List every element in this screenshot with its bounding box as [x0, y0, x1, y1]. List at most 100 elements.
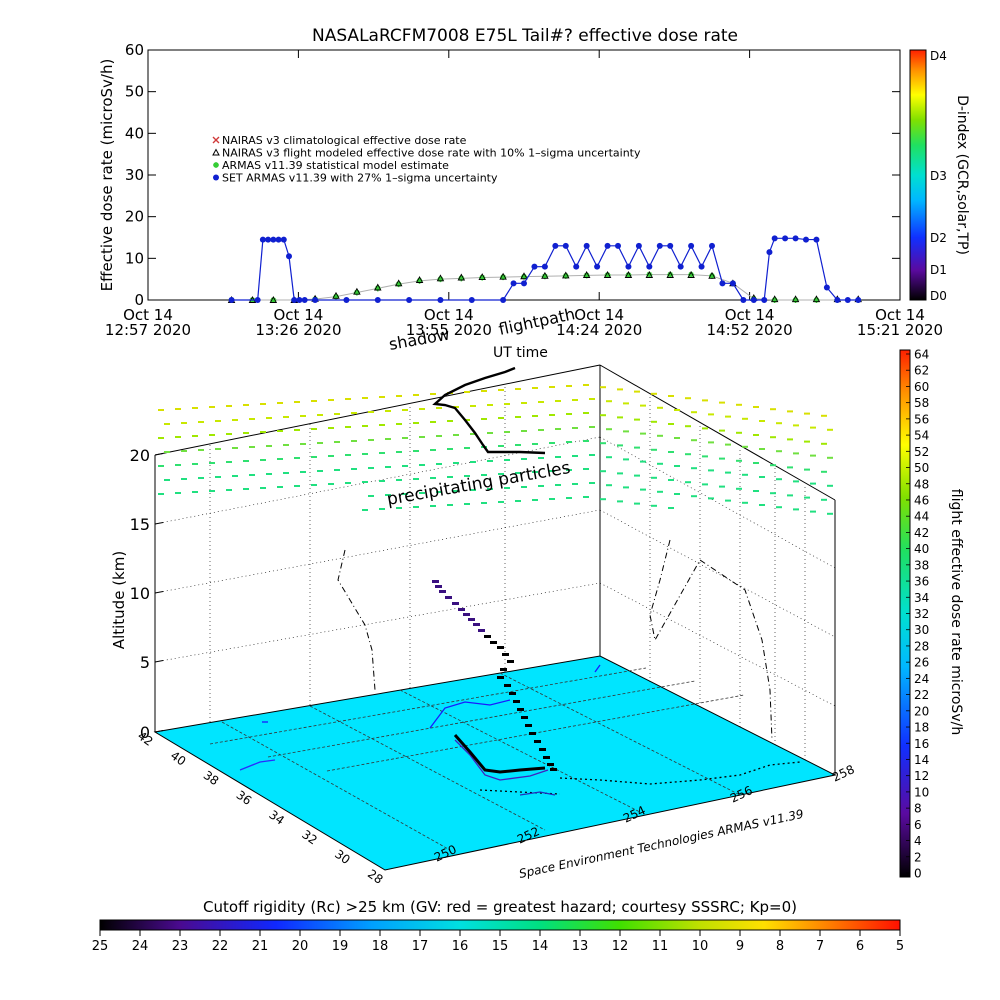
bottom-3d-chart: shadow flightpath UT time precipitating … — [110, 304, 964, 887]
data-point-set-armas — [562, 242, 569, 249]
dose-tick-label: 26 — [914, 656, 929, 670]
dose-tick-label: 18 — [914, 721, 929, 735]
data-point-nairas-flight — [436, 274, 445, 282]
z-tick-mark — [154, 522, 164, 525]
data-point-set-armas — [656, 242, 663, 249]
data-point-nairas-flight — [457, 273, 466, 281]
x-tick-label-date: Oct 14 — [274, 306, 324, 324]
data-point-nairas-flight — [562, 271, 570, 279]
data-point-armas-stat — [688, 271, 695, 278]
flightpath-marker — [517, 708, 524, 711]
flightpath-marker — [543, 756, 550, 759]
data-point-set-armas — [343, 297, 350, 303]
longitude-tick-label: 258 — [830, 762, 857, 784]
data-point-nairas-flight — [353, 287, 361, 295]
shadow-projection-right — [649, 539, 773, 741]
flightpath-marker — [539, 748, 546, 751]
data-point-nairas-flight — [645, 271, 654, 278]
data-point-set-armas — [844, 297, 851, 303]
z-tick-mark — [154, 591, 164, 594]
data-point-set-armas — [296, 297, 303, 303]
z-tick-label: 0 — [140, 723, 150, 742]
flightpath-marker — [513, 700, 520, 703]
data-point-nairas-flight — [499, 272, 507, 280]
data-point-set-armas — [625, 263, 632, 270]
cutoff-tick-label: 21 — [252, 939, 269, 954]
data-point-set-armas — [406, 297, 413, 303]
dose-tick-label: 36 — [914, 575, 929, 589]
dose-tick-label: 6 — [914, 818, 922, 832]
legend-label: ARMAS v11.39 statistical model estimate — [222, 159, 449, 172]
data-point-set-armas — [270, 236, 277, 243]
top-series — [227, 235, 862, 303]
data-point-set-armas — [719, 280, 726, 287]
flightpath-marker — [521, 716, 528, 719]
flightpath-marker — [473, 623, 480, 626]
z-tick-label: 10 — [130, 584, 150, 603]
altitude-axis-label: Altitude (km) — [110, 551, 128, 649]
data-point-set-armas — [698, 263, 705, 270]
x-tick-label-date: Oct 14 — [424, 306, 474, 324]
data-point-set-armas — [782, 235, 789, 242]
latitude-tick-label: 42 — [135, 729, 156, 749]
dindex-colorbar — [909, 49, 927, 301]
dose-tick-label: 62 — [914, 364, 929, 378]
data-point-nairas-flight — [520, 272, 528, 280]
dindex-tick-label: D0 — [930, 289, 947, 303]
data-point-nairas-flight — [624, 271, 633, 278]
data-point-set-armas — [729, 280, 736, 287]
flightpath-marker — [504, 684, 511, 687]
data-point-set-armas — [291, 297, 298, 303]
dindex-ticks: D4 D3 D2 D1 D0 — [930, 49, 947, 303]
cutoff-tick-label: 9 — [736, 939, 744, 954]
top-chart-title: NASALaRCFM7008 E75L Tail#? effective dos… — [312, 26, 738, 46]
upper-flightpath — [432, 366, 546, 455]
data-point-set-armas — [813, 236, 820, 243]
data-point-set-armas — [510, 280, 517, 287]
data-point-set-armas — [740, 297, 747, 303]
cutoff-rigidity-bar: Cutoff rigidity (Rc) >25 km (GV: red = g… — [92, 898, 904, 954]
flightpath-marker — [452, 602, 459, 605]
z-tick-mark — [154, 453, 164, 456]
latitude-tick-label: 38 — [201, 768, 222, 788]
altitude-ticks: 0 5 10 15 20 — [130, 446, 164, 742]
top-y-ticks: 0 10 20 30 40 50 60 — [125, 41, 900, 309]
data-point-set-armas — [228, 297, 235, 303]
y-tick-label: 50 — [125, 83, 144, 101]
data-point-armas-stat — [667, 271, 674, 278]
top-legend: NAIRAS v3 climatological effective dose … — [212, 134, 641, 185]
x-tick-label-time: 13:26 2020 — [255, 321, 341, 339]
latitude-tick-label: 36 — [234, 788, 255, 808]
data-point-set-armas — [688, 242, 695, 249]
data-point-nairas-flight — [791, 295, 800, 303]
dindex-tick-label: D4 — [930, 49, 947, 63]
latitude-tick-label: 34 — [266, 807, 287, 827]
flightpath-marker — [550, 768, 557, 771]
flightpath-marker — [502, 653, 509, 656]
dose-tick-label: 0 — [914, 867, 922, 881]
y-tick-label: 30 — [125, 166, 144, 184]
data-point-set-armas — [750, 297, 757, 303]
data-point-armas-stat — [270, 297, 277, 303]
data-point-armas-stat — [395, 281, 402, 288]
dose-tick-label: 40 — [914, 542, 929, 556]
data-point-set-armas — [301, 297, 308, 303]
dose-tick-label: 10 — [914, 785, 929, 799]
dose-tick-label: 60 — [914, 380, 929, 394]
data-point-set-armas — [552, 242, 559, 249]
data-point-armas-stat — [709, 272, 715, 279]
dose-colorbar-ticks: 6462605856545250484644424038363432302826… — [906, 348, 929, 881]
dose-tick-label: 54 — [914, 429, 929, 443]
top-y-axis-label: Effective dose rate (microSv/h) — [98, 59, 116, 292]
flightpath-ground-segment — [453, 734, 546, 774]
data-point-nairas-flight — [478, 273, 486, 281]
annotation-ut-time: UT time — [493, 345, 548, 361]
cutoff-tick-label: 25 — [92, 939, 109, 954]
data-point-set-armas — [771, 235, 778, 242]
cutoff-tick-label: 17 — [412, 939, 429, 954]
cutoff-tick-label: 11 — [652, 939, 669, 954]
x-tick-label-date: Oct 14 — [574, 306, 624, 324]
data-point-nairas-flight — [374, 283, 382, 291]
flightpath-marker — [547, 763, 554, 766]
